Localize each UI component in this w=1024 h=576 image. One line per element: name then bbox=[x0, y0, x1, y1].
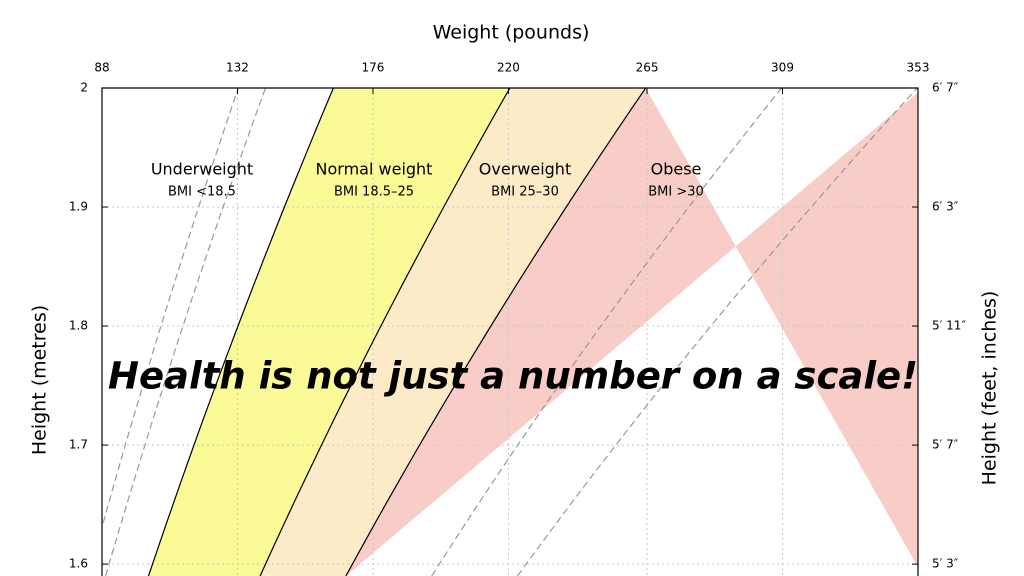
bmi-zone bbox=[102, 88, 334, 576]
zone-name: Normal weight bbox=[316, 160, 433, 179]
bmi-zone bbox=[260, 88, 646, 576]
y-tick-label: 1.7 bbox=[69, 438, 88, 452]
y2-tick-label: 5′ 3″ bbox=[932, 557, 959, 571]
y2-axis-title: Height (feet, inches) bbox=[979, 291, 1001, 486]
zone-range: BMI >30 bbox=[648, 185, 704, 200]
x-tick-label: 220 bbox=[497, 61, 520, 75]
y2-tick-label: 6′ 3″ bbox=[932, 200, 959, 214]
x-tick-label: 176 bbox=[362, 61, 385, 75]
plot-frame bbox=[101, 87, 919, 576]
y-tick-label: 1.6 bbox=[69, 557, 88, 571]
x-tick-label: 132 bbox=[226, 61, 249, 75]
bmi-zone bbox=[345, 88, 918, 576]
y-tick-label: 1.8 bbox=[69, 319, 88, 333]
zone-range: BMI <18.5 bbox=[168, 185, 236, 200]
bmi-reference-line bbox=[517, 88, 918, 576]
x-tick-label: 309 bbox=[771, 61, 794, 75]
zone-name: Underweight bbox=[151, 160, 253, 179]
y-axis-title: Height (metres) bbox=[29, 305, 51, 455]
x-tick-label: 88 bbox=[94, 61, 109, 75]
x-tick-label: 353 bbox=[907, 61, 930, 75]
bmi-reference-line bbox=[431, 88, 782, 576]
bmi-zone bbox=[148, 88, 510, 576]
zone-range: BMI 18.5–25 bbox=[334, 185, 414, 200]
zone-name: Overweight bbox=[479, 160, 571, 179]
y2-tick-label: 6′ 7″ bbox=[932, 81, 959, 95]
zone-range: BMI 25–30 bbox=[491, 185, 559, 200]
bmi-reference-line bbox=[102, 88, 239, 530]
y2-tick-label: 5′ 11″ bbox=[932, 319, 966, 333]
y-tick-label: 2 bbox=[80, 81, 88, 95]
bmi-boundary bbox=[345, 88, 647, 576]
x-axis-title: Weight (pounds) bbox=[433, 22, 590, 44]
bmi-reference-line bbox=[105, 88, 267, 576]
y-tick-label: 1.9 bbox=[69, 200, 88, 214]
y2-tick-label: 5′ 7″ bbox=[932, 438, 959, 452]
bmi-boundary bbox=[147, 88, 334, 576]
x-tick-label: 265 bbox=[636, 61, 659, 75]
annotation: Health is not just a number on a scale! bbox=[108, 355, 918, 398]
zone-name: Obese bbox=[651, 160, 702, 179]
bmi-boundary bbox=[259, 88, 511, 576]
